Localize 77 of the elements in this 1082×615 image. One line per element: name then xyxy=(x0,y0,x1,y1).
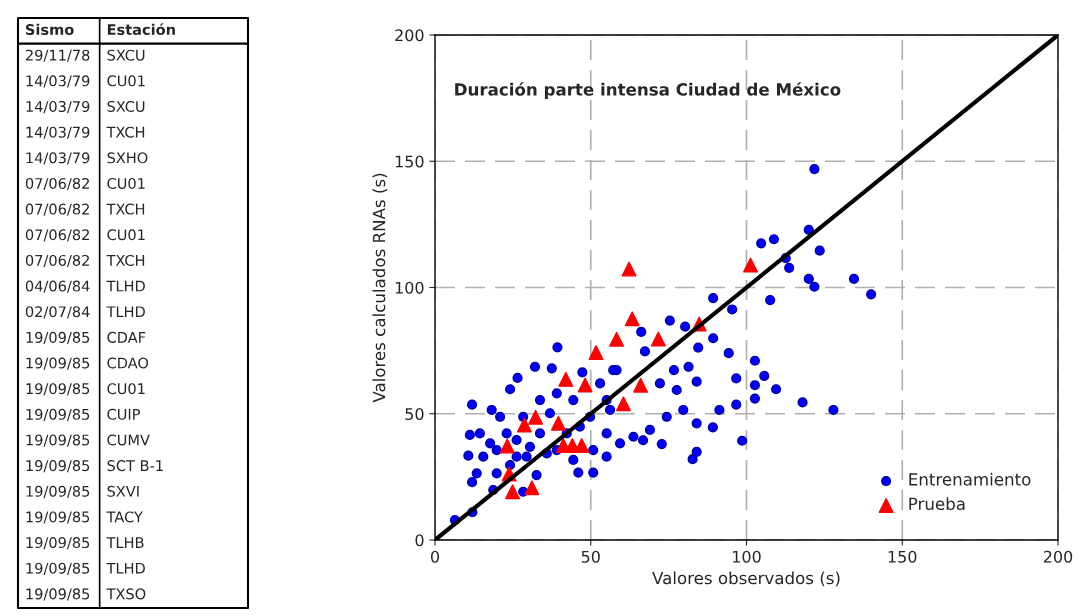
text: 19/09/85 xyxy=(26,588,90,601)
legend-label: Prueba xyxy=(909,497,965,511)
text: Duración parte intensa Ciudad de México xyxy=(455,82,841,99)
text: 14/03/79 xyxy=(26,152,90,165)
text: 19/09/85 xyxy=(26,562,90,575)
text: 19/09/85 xyxy=(26,485,90,498)
point xyxy=(588,345,604,361)
y-tick-label: 0 xyxy=(415,534,424,547)
text: SXVI xyxy=(107,485,139,497)
text: CU01 xyxy=(107,383,145,395)
point xyxy=(550,415,566,431)
text: 19/09/85 xyxy=(26,460,90,473)
text: 07/06/82 xyxy=(25,254,89,268)
text: 07/06/82 xyxy=(25,229,89,242)
text: CU01 xyxy=(107,177,145,189)
text: CDAO xyxy=(107,357,149,369)
text: TACY xyxy=(106,511,143,523)
text: 19/09/85 xyxy=(26,383,90,396)
point xyxy=(558,371,574,387)
text: 14/03/79 xyxy=(26,100,90,114)
y-tick-label: 200 xyxy=(395,29,424,42)
text: TLHD xyxy=(106,562,145,574)
text: CU01 xyxy=(107,229,145,241)
y-tick-label: 50 xyxy=(405,407,424,421)
text: 19/09/85 xyxy=(26,511,90,524)
point xyxy=(621,261,637,277)
y-axis-title: Valores calculados RNAs (s) xyxy=(372,173,388,403)
text: TXSO xyxy=(106,588,146,600)
text: TXCH xyxy=(106,126,145,138)
text: TXCH xyxy=(106,254,145,266)
text: 02/07/84 xyxy=(25,306,90,319)
text: 19/09/85 xyxy=(26,357,90,370)
text: Sismo xyxy=(25,23,74,36)
text: TLHB xyxy=(106,537,144,548)
text: 29/11/78 xyxy=(25,49,90,62)
text: 19/09/85 xyxy=(26,408,90,421)
x-tick-label: 200 xyxy=(1043,550,1073,563)
text: SCT B-1 xyxy=(107,460,163,472)
text: SXHO xyxy=(107,152,148,164)
point xyxy=(615,396,631,412)
text: Estación xyxy=(107,23,175,36)
x-tick-label: 0 xyxy=(430,550,440,563)
text: TLHD xyxy=(106,280,145,292)
point xyxy=(743,257,759,273)
point xyxy=(505,484,521,500)
text: CDAF xyxy=(107,331,146,343)
point xyxy=(577,377,593,393)
text: 14/03/79 xyxy=(26,75,90,88)
text: 14/03/79 xyxy=(26,126,90,139)
text: 19/09/85 xyxy=(26,434,90,447)
text: 19/09/85 xyxy=(26,331,90,345)
x-axis-title: Valores observados (s) xyxy=(652,571,840,587)
text: SXCU xyxy=(107,49,145,61)
text: 07/06/82 xyxy=(25,203,89,216)
x-tick-label: 100 xyxy=(733,550,761,563)
point xyxy=(528,409,544,425)
point xyxy=(499,438,515,454)
text: 04/06/84 xyxy=(25,280,90,293)
text: 19/09/85 xyxy=(26,537,90,550)
point xyxy=(650,331,666,347)
point xyxy=(516,417,532,433)
text: CU01 xyxy=(107,75,145,87)
x-tick-label: 150 xyxy=(888,550,917,563)
legend-label: Entrenamiento xyxy=(909,472,1031,486)
text: CUIP xyxy=(107,408,140,420)
text: SXCU xyxy=(107,100,145,113)
text: 07/06/82 xyxy=(25,177,89,191)
x-tick-label: 50 xyxy=(581,550,600,563)
point xyxy=(633,377,649,393)
point xyxy=(624,311,640,327)
text: CUMV xyxy=(107,434,150,446)
text: TXCH xyxy=(106,203,145,215)
y-tick-label: 100 xyxy=(395,281,424,294)
y-tick-label: 150 xyxy=(395,155,424,168)
point xyxy=(609,331,625,347)
point xyxy=(524,480,540,496)
text: TLHD xyxy=(106,306,145,318)
